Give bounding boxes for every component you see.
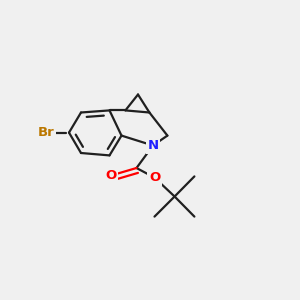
Text: O: O: [105, 169, 117, 182]
Text: O: O: [149, 171, 160, 184]
Text: N: N: [147, 139, 159, 152]
Text: Br: Br: [38, 126, 55, 139]
